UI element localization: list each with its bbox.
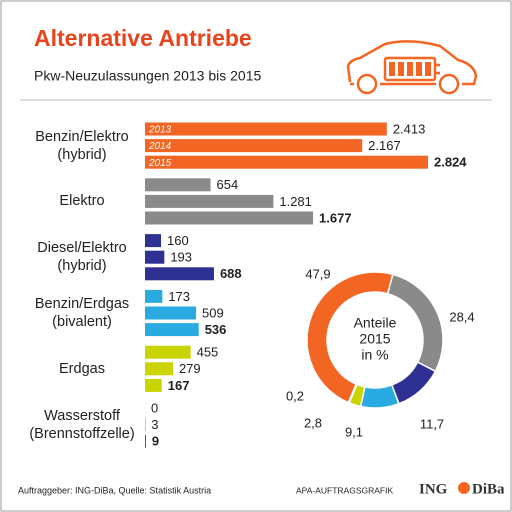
donut-label: 28,4 xyxy=(449,309,474,324)
logo-icon xyxy=(458,482,470,494)
subtitle: Pkw-Neuzulassungen 2013 bis 2015 xyxy=(34,68,261,84)
bar xyxy=(145,139,363,153)
bar xyxy=(145,155,428,169)
value-label: 173 xyxy=(168,289,190,304)
donut-center-label: 2015 xyxy=(359,331,390,347)
donut-label: 11,7 xyxy=(420,416,444,431)
category-label: Benzin/Erdgas (bivalent) xyxy=(34,296,130,330)
value-label: 193 xyxy=(170,250,192,265)
value-label: 536 xyxy=(205,322,227,337)
bar xyxy=(145,323,199,337)
bar xyxy=(145,362,173,376)
bar xyxy=(145,234,162,248)
value-label: 1.281 xyxy=(279,194,312,209)
car-icon xyxy=(346,40,478,95)
title: Alternative Antriebe xyxy=(34,25,252,51)
category-label: Diesel/Elektro (hybrid) xyxy=(37,240,127,275)
donut-center-label: Anteile xyxy=(354,315,397,331)
value-label: 9 xyxy=(152,434,159,449)
logo-text: DiBa xyxy=(472,481,505,497)
value-label: 279 xyxy=(179,361,201,376)
bar xyxy=(145,378,162,392)
value-label: 3 xyxy=(151,417,158,432)
bar xyxy=(145,194,274,208)
bar xyxy=(145,289,163,303)
bar xyxy=(145,250,165,264)
bar xyxy=(145,306,197,320)
bar xyxy=(145,345,191,359)
value-label: 654 xyxy=(217,177,239,192)
bar xyxy=(145,267,214,281)
value-label: 160 xyxy=(167,233,189,248)
value-label: 0 xyxy=(151,400,158,415)
value-label: 688 xyxy=(220,266,242,281)
donut-label: 47,9 xyxy=(305,266,330,281)
value-label: 455 xyxy=(197,345,219,360)
value-label: 509 xyxy=(202,305,224,320)
value-label: 1.677 xyxy=(319,210,352,225)
bar xyxy=(145,211,314,225)
series-label: 2013 xyxy=(148,125,172,136)
value-label: 2.824 xyxy=(434,155,467,170)
series-label: 2015 xyxy=(148,158,172,169)
donut-label: 0,2 xyxy=(286,388,304,403)
donut-segment xyxy=(306,271,394,404)
logo-text: ING xyxy=(419,481,448,497)
value-label: 2.413 xyxy=(393,121,426,136)
donut-segment xyxy=(390,361,437,405)
category-label: Elektro xyxy=(59,193,105,210)
source: Auftraggeber: ING-DiBa, Quelle: Statisti… xyxy=(18,485,211,495)
value-label: 167 xyxy=(168,378,190,393)
series-label: 2014 xyxy=(148,141,172,152)
category-label: Erdgas xyxy=(59,360,105,377)
category-label: Benzin/Elektro (hybrid) xyxy=(35,128,129,163)
donut-label: 9,1 xyxy=(345,424,363,439)
category-label: Wasserstoff (Brennstoffzelle) xyxy=(29,407,135,442)
battery-cells xyxy=(389,62,431,76)
bar xyxy=(145,122,387,136)
donut-segment xyxy=(359,383,400,409)
donut-segment xyxy=(347,383,358,404)
bar xyxy=(145,178,211,192)
value-label: 2.167 xyxy=(368,138,401,153)
donut-center-label: in % xyxy=(361,347,388,363)
donut-label: 2,8 xyxy=(304,415,322,430)
credit: APA-AUFTRAGSGRAFIK xyxy=(296,485,393,495)
bar xyxy=(145,434,146,448)
